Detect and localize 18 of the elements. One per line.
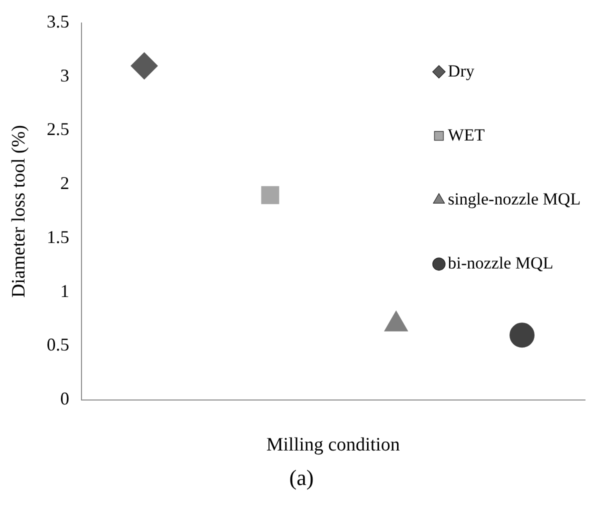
y-tick-label: 1 — [60, 280, 70, 301]
y-tick-label: 3 — [60, 65, 70, 86]
y-axis-title: Diameter loss tool (%) — [8, 125, 30, 298]
legend-label: single-nozzle MQL — [448, 189, 581, 208]
legend-label: Dry — [448, 61, 475, 80]
point — [510, 322, 535, 348]
y-tick-label: 3.5 — [46, 12, 70, 32]
point — [130, 52, 158, 80]
y-tick-label: 0.5 — [46, 334, 70, 355]
y-tick-label: 2 — [60, 173, 70, 194]
legend-label: bi-nozzle MQL — [448, 254, 554, 273]
y-tick-label: 2.5 — [46, 119, 70, 140]
point — [261, 186, 280, 204]
x-axis-title: Milling condition — [266, 434, 400, 456]
y-tick-label: 1.5 — [46, 226, 70, 247]
text: (a) — [288, 465, 315, 491]
y-tick-label: 0 — [60, 388, 70, 409]
legend-label: WET — [448, 125, 486, 144]
